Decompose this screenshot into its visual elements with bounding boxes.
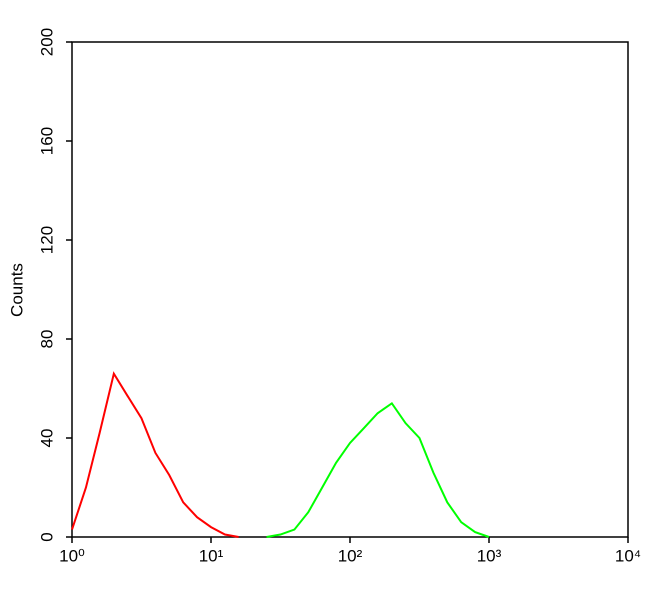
y-tick-label: 0: [37, 532, 56, 541]
y-tick-label: 120: [37, 226, 56, 254]
x-tick-label: 10³: [477, 546, 502, 565]
x-tick-label: 10²: [338, 546, 363, 565]
y-tick-label: 200: [37, 28, 56, 56]
plot-frame: [71, 41, 629, 538]
y-axis-label: Counts: [7, 263, 26, 317]
x-tick-label: 10⁴: [615, 546, 641, 565]
series-line: [71, 371, 239, 538]
x-tick-label: 10⁰: [59, 546, 85, 565]
series-line: [266, 401, 490, 538]
x-tick-label: 10¹: [199, 546, 224, 565]
y-tick-label: 40: [37, 429, 56, 448]
y-tick-label: 80: [37, 330, 56, 349]
y-tick-label: 160: [37, 127, 56, 155]
